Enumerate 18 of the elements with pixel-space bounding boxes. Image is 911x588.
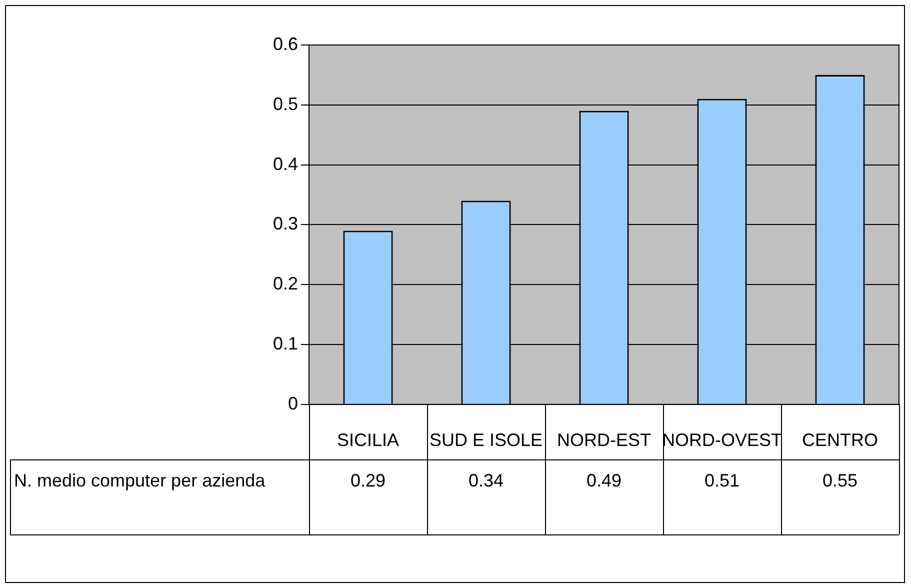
data-label: 0.51 [704, 470, 740, 490]
x-tick-label: NORD-OVEST [662, 430, 782, 450]
y-tick-label: 0.1 [272, 333, 298, 354]
y-tick-label: 0.6 [272, 34, 298, 54]
x-tick-label: NORD-EST [557, 430, 652, 450]
x-tick-label: CENTRO [802, 430, 878, 450]
y-tick-label: 0.3 [272, 214, 298, 234]
data-label: 0.55 [822, 470, 858, 490]
y-tick-label: 0.5 [272, 94, 298, 114]
y-tick-label: 0.2 [272, 274, 298, 294]
y-tick-label: 0.4 [272, 154, 298, 174]
data-label: 0.34 [468, 470, 504, 490]
x-tick-label: SUD E ISOLE [429, 430, 543, 450]
y-tick-label: 0 [288, 393, 298, 414]
x-tick-label: SICILIA [337, 430, 400, 450]
text: N. medio computer per azienda [14, 470, 266, 490]
data-label: 0.49 [586, 470, 622, 490]
data-label: 0.29 [350, 470, 386, 490]
